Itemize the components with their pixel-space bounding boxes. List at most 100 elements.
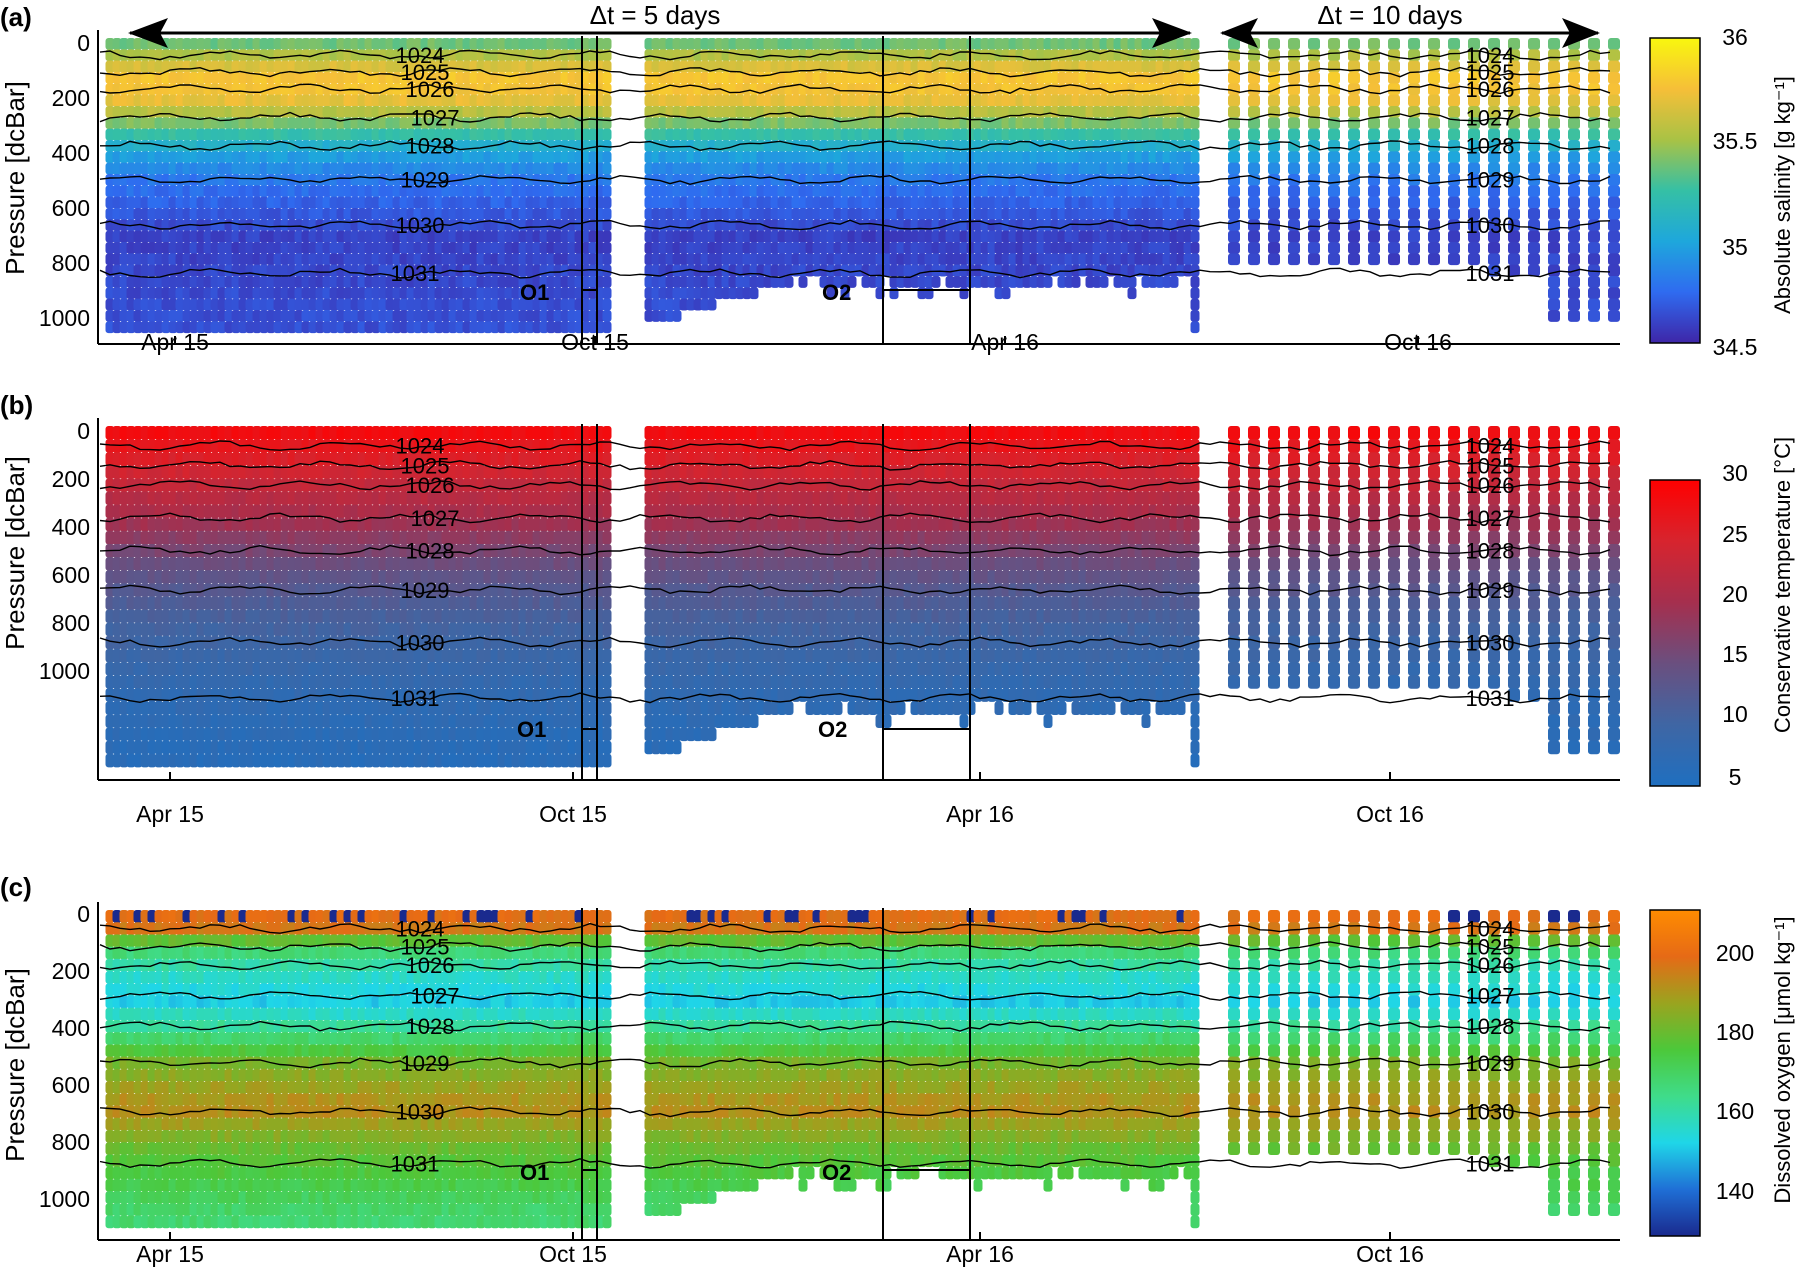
profile-column bbox=[371, 38, 381, 334]
profile-segment bbox=[315, 49, 325, 62]
profile-segment bbox=[147, 276, 157, 288]
profile-segment bbox=[322, 94, 332, 107]
profile-column bbox=[287, 38, 297, 334]
profile-segment bbox=[1608, 38, 1620, 50]
profile-segment bbox=[1588, 106, 1600, 118]
profile-segment bbox=[343, 72, 353, 84]
profile-segment bbox=[1428, 128, 1440, 141]
profile-segment bbox=[392, 185, 402, 198]
profile-segment bbox=[126, 128, 136, 141]
profile-segment bbox=[210, 208, 220, 220]
profile-segment bbox=[224, 128, 234, 141]
profile-segment bbox=[147, 196, 157, 209]
profile-segment bbox=[308, 230, 318, 243]
profile-segment bbox=[1548, 106, 1560, 118]
profile-segment bbox=[357, 242, 367, 254]
profile-segment bbox=[161, 83, 171, 96]
profile-segment bbox=[210, 230, 220, 243]
profile-segment bbox=[1608, 94, 1620, 107]
profile-segment bbox=[602, 117, 612, 130]
profile-segment bbox=[161, 242, 171, 254]
profile-segment bbox=[378, 72, 388, 84]
profile-segment bbox=[602, 185, 612, 198]
profile-segment bbox=[329, 72, 339, 84]
profile-segment bbox=[175, 128, 185, 141]
profile-segment bbox=[189, 242, 199, 254]
profile-segment bbox=[301, 72, 311, 84]
profile-segment bbox=[280, 264, 290, 277]
profile-segment bbox=[119, 49, 129, 62]
profile-segment bbox=[399, 310, 409, 322]
profile-segment bbox=[1308, 185, 1320, 198]
profile-segment bbox=[1408, 230, 1420, 243]
profile-segment bbox=[1388, 185, 1400, 198]
profile-segment bbox=[252, 276, 262, 288]
profile-segment bbox=[315, 230, 325, 243]
profile-column bbox=[168, 38, 178, 334]
profile-segment bbox=[315, 208, 325, 220]
profile-segment bbox=[1268, 162, 1280, 175]
profile-segment bbox=[147, 185, 157, 198]
profile-segment bbox=[119, 253, 129, 266]
profile-segment bbox=[238, 106, 248, 118]
profile-segment bbox=[357, 276, 367, 288]
profile-segment bbox=[308, 128, 318, 141]
profile-segment bbox=[315, 242, 325, 254]
profile-segment bbox=[126, 253, 136, 266]
profile-segment bbox=[1248, 140, 1260, 152]
profile-segment bbox=[672, 310, 682, 322]
profile-segment bbox=[378, 242, 388, 254]
profile-segment bbox=[238, 310, 248, 322]
profile-segment bbox=[273, 174, 283, 186]
profile-segment bbox=[238, 219, 248, 232]
profile-column bbox=[231, 38, 241, 334]
profile-segment bbox=[1448, 242, 1460, 254]
profile-segment bbox=[1528, 117, 1540, 130]
profile-segment bbox=[1268, 60, 1280, 73]
profile-segment bbox=[259, 253, 269, 266]
profile-segment bbox=[350, 276, 360, 288]
profile-segment bbox=[126, 321, 136, 334]
profile-segment bbox=[266, 196, 276, 209]
profile-segment bbox=[343, 49, 353, 62]
profile-segment bbox=[266, 60, 276, 73]
profile-segment bbox=[210, 72, 220, 84]
profile-segment bbox=[259, 128, 269, 141]
profile-segment bbox=[336, 60, 346, 73]
profile-segment bbox=[245, 151, 255, 164]
profile-segment bbox=[238, 140, 248, 152]
profile-segment bbox=[119, 242, 129, 254]
profile-segment bbox=[133, 38, 143, 50]
profile-segment bbox=[133, 276, 143, 288]
profile-segment bbox=[378, 196, 388, 209]
profile-segment bbox=[259, 60, 269, 73]
profile-segment bbox=[1169, 276, 1179, 288]
profile-segment bbox=[1568, 117, 1580, 130]
profile-column bbox=[224, 38, 234, 334]
profile-segment bbox=[252, 60, 262, 73]
profile-segment bbox=[252, 196, 262, 209]
profile-segment bbox=[371, 83, 381, 96]
profile-segment bbox=[322, 151, 332, 164]
profile-segment bbox=[210, 321, 220, 334]
profile-segment bbox=[273, 208, 283, 220]
profile-segment bbox=[392, 230, 402, 243]
profile-segment bbox=[1308, 38, 1320, 50]
profile-segment bbox=[350, 230, 360, 243]
profile-segment bbox=[1190, 208, 1200, 220]
profile-segment bbox=[1348, 185, 1360, 198]
profile-segment bbox=[1308, 94, 1320, 107]
profile-segment bbox=[189, 174, 199, 186]
profile-segment bbox=[182, 72, 192, 84]
profile-segment bbox=[1548, 151, 1560, 164]
profile-column bbox=[133, 38, 143, 334]
profile-segment bbox=[1588, 287, 1600, 300]
profile-segment bbox=[357, 287, 367, 300]
profile-segment bbox=[1388, 117, 1400, 130]
profile-segment bbox=[140, 230, 150, 243]
profile-segment bbox=[238, 185, 248, 198]
profile-segment bbox=[392, 94, 402, 107]
profile-segment bbox=[126, 140, 136, 152]
profile-segment bbox=[336, 242, 346, 254]
profile-segment bbox=[1368, 117, 1380, 130]
